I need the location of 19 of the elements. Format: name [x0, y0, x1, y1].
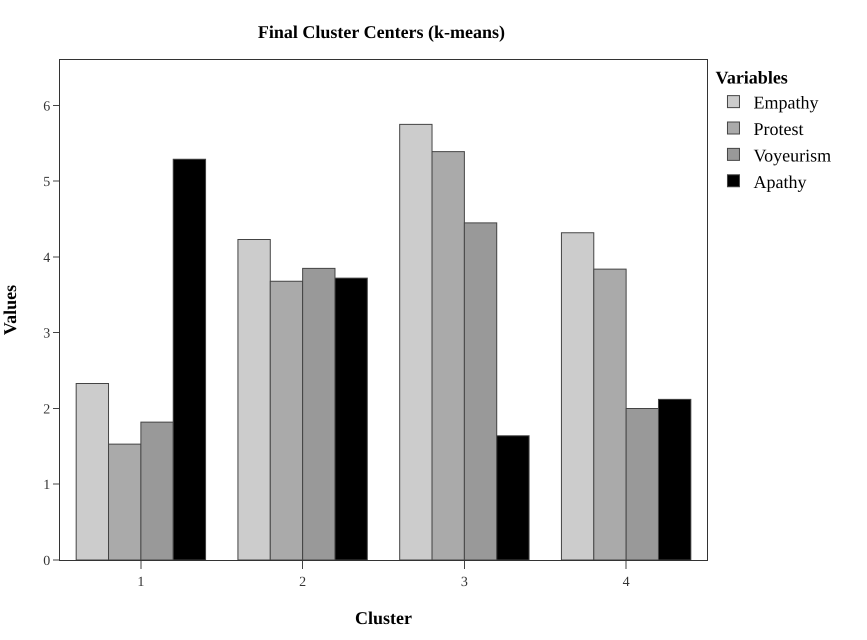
legend-label: Apathy — [753, 172, 806, 192]
x-axis-title: Cluster — [355, 608, 412, 628]
legend-title: Variables — [715, 67, 788, 88]
x-tick-label: 3 — [460, 574, 468, 590]
y-tick-label: 0 — [43, 554, 50, 569]
y-tick-label: 5 — [43, 175, 50, 190]
x-tick-label: 4 — [622, 574, 630, 590]
x-tick-label: 2 — [299, 574, 306, 590]
y-tick-label: 3 — [43, 326, 50, 342]
y-tick-label: 4 — [43, 250, 50, 266]
chart-title: Final Cluster Centers (k-means) — [258, 22, 506, 42]
y-tick-label: 2 — [43, 402, 50, 418]
y-axis-title: Values — [0, 284, 20, 336]
legend-label: Voyeurism — [753, 145, 832, 166]
y-tick-label: 1 — [43, 478, 50, 494]
legend-label: Empathy — [753, 92, 818, 113]
x-tick-label: 1 — [137, 574, 144, 590]
legend-label: Protest — [753, 119, 804, 140]
y-tick-label: 6 — [43, 99, 50, 114]
